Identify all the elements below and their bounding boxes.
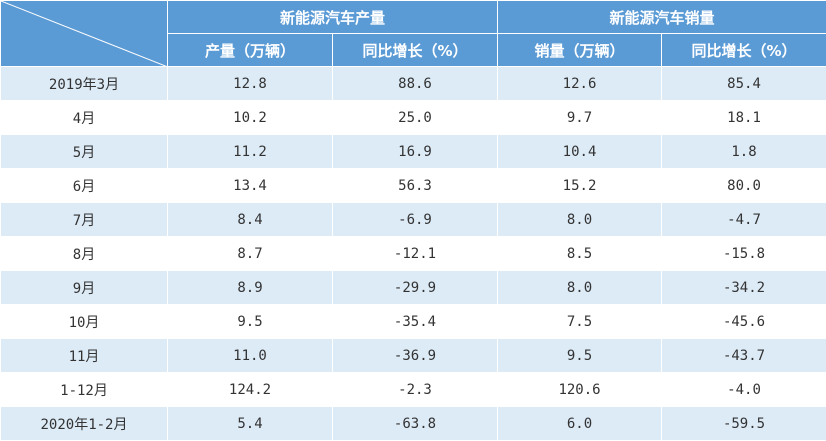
table-header: 新能源汽车产量 新能源汽车销量 产量（万辆） 同比增长（%） 销量（万辆） 同比增长（… — [0, 0, 826, 67]
cell: 80.0 — [661, 168, 826, 203]
cell: 8.9 — [167, 270, 333, 305]
cell: -35.4 — [331, 304, 499, 339]
cell: 88.6 — [331, 66, 499, 101]
cell: 13.4 — [167, 168, 333, 203]
row-label: 9月 — [0, 270, 168, 305]
cell: 11.0 — [167, 338, 333, 373]
cell: -6.9 — [331, 202, 499, 237]
cell: -4.0 — [661, 372, 826, 407]
cell: 9.7 — [497, 100, 663, 135]
table-row: 2020年1-2月 5.4 -63.8 6.0 -59.5 — [0, 406, 826, 441]
row-label: 11月 — [0, 338, 168, 373]
row-label: 10月 — [0, 304, 168, 339]
cell: 120.6 — [497, 372, 663, 407]
cell: -34.2 — [661, 270, 826, 305]
cell: 5.4 — [167, 406, 333, 441]
cell: 9.5 — [167, 304, 333, 339]
cell: 1.8 — [661, 134, 826, 169]
table-row: 4月 10.2 25.0 9.7 18.1 — [0, 100, 826, 135]
row-label: 4月 — [0, 100, 168, 135]
column-header: 产量（万辆） — [167, 33, 333, 67]
cell: -12.1 — [331, 236, 499, 271]
table-row: 7月 8.4 -6.9 8.0 -4.7 — [0, 202, 826, 237]
table-body: 2019年3月 12.8 88.6 12.6 85.4 4月 10.2 25.0 9.7 18.1… — [0, 66, 826, 441]
cell: -43.7 — [661, 338, 826, 373]
row-label: 1-12月 — [0, 372, 168, 407]
cell: 8.0 — [497, 202, 663, 237]
column-header: 同比增长（%） — [331, 33, 499, 67]
cell: 8.5 — [497, 236, 663, 271]
row-label: 5月 — [0, 134, 168, 169]
table-row: 8月 8.7 -12.1 8.5 -15.8 — [0, 236, 826, 271]
cell: -63.8 — [331, 406, 499, 441]
cell: 12.6 — [497, 66, 663, 101]
corner-cell — [0, 0, 168, 67]
cell: 18.1 — [661, 100, 826, 135]
row-label: 2019年3月 — [0, 66, 168, 101]
group-header: 新能源汽车产量 — [166, 0, 499, 34]
row-label: 7月 — [0, 202, 168, 237]
cell: 11.2 — [167, 134, 333, 169]
cell: 124.2 — [167, 372, 333, 407]
cell: -45.6 — [661, 304, 826, 339]
cell: 25.0 — [331, 100, 499, 135]
column-header: 销量（万辆） — [497, 33, 663, 67]
cell: 56.3 — [331, 168, 499, 203]
cell: 85.4 — [661, 66, 826, 101]
table-row: 6月 13.4 56.3 15.2 80.0 — [0, 168, 826, 203]
cell: -59.5 — [661, 406, 826, 441]
cell: 10.4 — [497, 134, 663, 169]
cell: 8.0 — [497, 270, 663, 305]
table-row: 9月 8.9 -29.9 8.0 -34.2 — [0, 270, 826, 305]
cell: -36.9 — [331, 338, 499, 373]
header-row: 产量（万辆） 同比增长（%） 销量（万辆） 同比增长（%） — [1, 33, 826, 67]
cell: 9.5 — [497, 338, 663, 373]
cell: -4.7 — [661, 202, 826, 237]
table-row: 5月 11.2 16.9 10.4 1.8 — [0, 134, 826, 169]
table-row: 1-12月 124.2 -2.3 120.6 -4.0 — [0, 372, 826, 407]
cell: 8.4 — [167, 202, 333, 237]
row-label: 6月 — [0, 168, 168, 203]
cell: 16.9 — [331, 134, 499, 169]
cell: 6.0 — [497, 406, 663, 441]
row-label: 8月 — [0, 236, 168, 271]
cell: 15.2 — [497, 168, 663, 203]
cell: 8.7 — [167, 236, 333, 271]
cell: 10.2 — [167, 100, 333, 135]
table-row: 11月 11.0 -36.9 9.5 -43.7 — [0, 338, 826, 373]
group-header: 新能源汽车销量 — [497, 0, 826, 34]
diagonal — [1, 1, 168, 67]
cell: 12.8 — [167, 66, 333, 101]
table-row: 2019年3月 12.8 88.6 12.6 85.4 — [0, 66, 826, 101]
table-row: 10月 9.5 -35.4 7.5 -45.6 — [0, 304, 826, 339]
row-label: 2020年1-2月 — [0, 406, 168, 441]
cell: -2.3 — [331, 372, 499, 407]
cell: -15.8 — [661, 236, 826, 271]
cell: -29.9 — [331, 270, 499, 305]
cell: 7.5 — [497, 304, 663, 339]
column-header: 同比增长（%） — [661, 33, 826, 67]
header-row: 新能源汽车产量 新能源汽车销量 — [0, 0, 826, 67]
